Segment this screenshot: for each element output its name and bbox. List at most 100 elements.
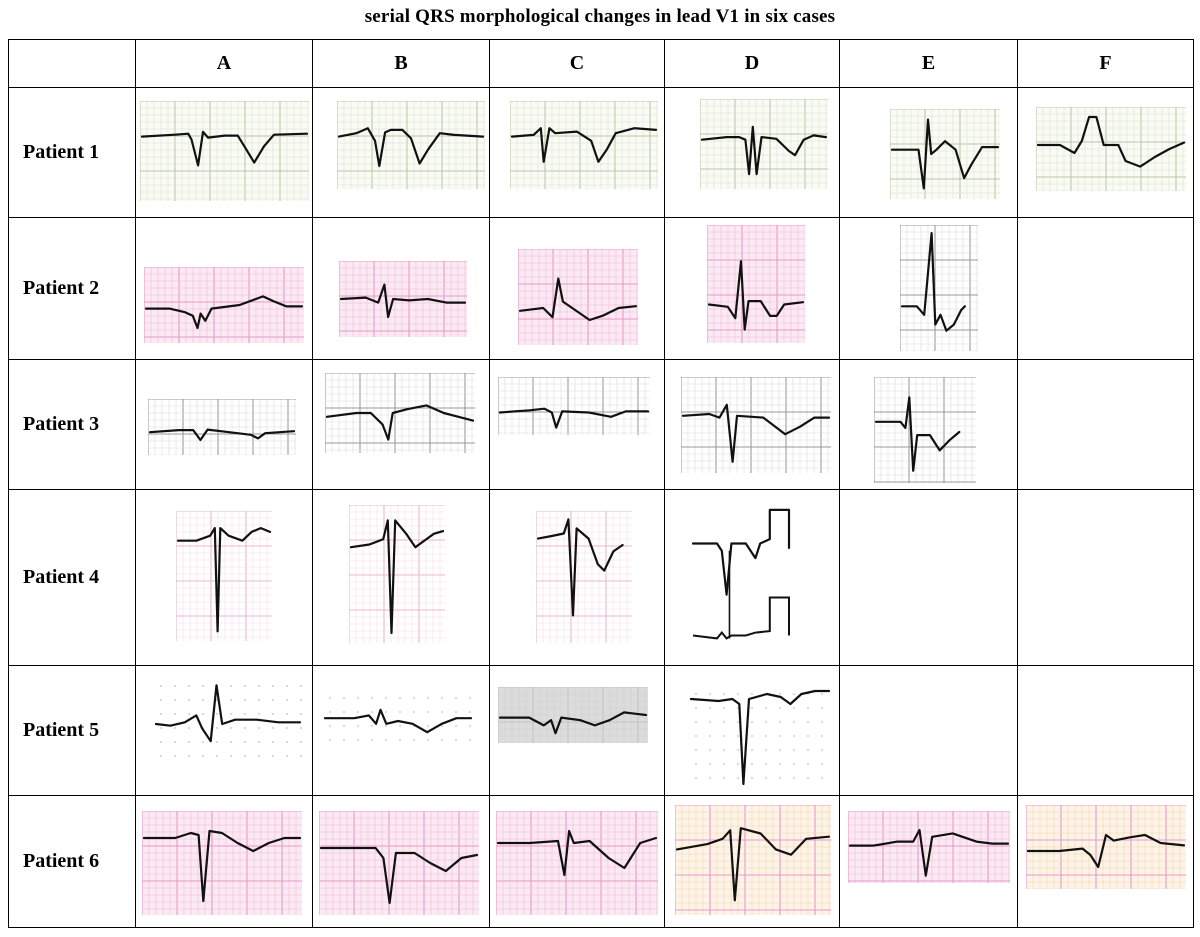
ecg-paper-background [510, 100, 658, 189]
patient-row: Patient 4 [8, 489, 1194, 666]
ecg-trace-line [518, 277, 638, 321]
corner-cell [8, 39, 136, 88]
ecg-trace-line [681, 403, 831, 463]
col-header-b: B [312, 39, 490, 88]
ecg-tracing-patient2-a [144, 266, 304, 343]
cell-patient3-d [664, 359, 840, 490]
cell-patient5-b [312, 665, 490, 796]
ecg-paper-background [337, 100, 485, 189]
ecg-tracing-patient2-c [518, 248, 638, 345]
ecg-paper-background [681, 376, 831, 473]
ecg-tracing-patient1-f [1036, 106, 1186, 191]
col-header-a: A [135, 39, 313, 88]
cell-patient1-b [312, 87, 490, 218]
cell-patient2-c [489, 217, 665, 360]
ecg-trace-line [498, 710, 648, 734]
ecg-trace-line [498, 407, 650, 429]
ecg-paper-background [689, 686, 831, 791]
ecg-trace-line [142, 829, 302, 902]
ecg-tracing-patient1-d [700, 98, 828, 189]
ecg-trace-line [337, 126, 485, 167]
ecg-trace-line [1036, 115, 1186, 168]
cell-patient1-f [1017, 87, 1194, 218]
cell-patient2-b [312, 217, 490, 360]
ecg-trace-line [900, 231, 967, 332]
col-header-f: F [1017, 39, 1194, 88]
ecg-tracing-patient4-d [691, 508, 791, 640]
ecg-trace-line [140, 130, 309, 167]
ecg-paper-background [890, 108, 1000, 199]
ecg-tracing-patient6-c [496, 810, 658, 915]
cell-patient4-c [489, 489, 665, 666]
ecg-tracing-patient4-c [536, 510, 632, 643]
ecg-tracing-patient5-a [154, 678, 302, 769]
ecg-trace-line [890, 118, 1000, 190]
ecg-tracing-patient1-c [510, 100, 658, 189]
cell-patient6-f [1017, 795, 1194, 928]
cell-patient4-e [839, 489, 1018, 666]
ecg-trace-line [176, 526, 272, 633]
ecg-trace-line [154, 683, 302, 742]
cell-patient6-e [839, 795, 1018, 928]
cell-patient5-f [1017, 665, 1194, 796]
patient-label: Patient 3 [8, 359, 136, 490]
cell-patient5-c [489, 665, 665, 796]
ecg-trace-line-lower [692, 596, 790, 640]
ecg-paper-background [140, 100, 309, 201]
patient-label: Patient 5 [8, 665, 136, 796]
ecg-trace-line [323, 708, 473, 733]
ecg-tracing-patient1-e [890, 108, 1000, 199]
ecg-paper-background [518, 248, 638, 345]
patient-row: Patient 2 [8, 217, 1194, 360]
cell-patient6-a [135, 795, 313, 928]
ecg-tracing-patient1-a [140, 100, 309, 201]
ecg-trace-line [144, 294, 304, 329]
ecg-tracing-patient3-c [498, 376, 650, 435]
cell-patient3-a [135, 359, 313, 490]
ecg-trace-line [848, 828, 1010, 877]
figure-title: serial QRS morphological changes in lead… [364, 6, 836, 27]
ecg-tracing-patient6-b [319, 810, 479, 915]
cell-patient2-e [839, 217, 1018, 360]
cell-patient6-b [312, 795, 490, 928]
ecg-tracing-patient4-b [349, 504, 445, 643]
ecg-tracing-patient5-b [323, 690, 473, 751]
ecg-trace-line [1026, 833, 1186, 868]
patient-label: Patient 4 [8, 489, 136, 666]
ecg-tracing-patient4-a [176, 510, 272, 641]
ecg-tracing-patient1-b [337, 100, 485, 189]
ecg-tracing-patient5-c [498, 686, 648, 743]
ecg-paper-background [349, 504, 445, 643]
cell-patient6-c [489, 795, 665, 928]
cell-patient3-f [1017, 359, 1194, 490]
patient-label: Patient 6 [8, 795, 136, 928]
ecg-tracing-patient6-a [142, 810, 302, 915]
ecg-trace-line [319, 846, 479, 904]
ecg-trace-line [700, 125, 828, 175]
ecg-tracing-patient3-e [874, 376, 976, 483]
header-row: A B C D E F [8, 39, 1194, 88]
cell-patient3-b [312, 359, 490, 490]
ecg-trace-line [691, 508, 791, 596]
ecg-tracing-patient3-d [681, 376, 831, 473]
ecg-paper-background [498, 376, 650, 435]
ecg-paper-background [675, 804, 831, 915]
ecg-trace-line [707, 259, 805, 331]
ecg-tracing-patient6-f [1026, 804, 1186, 889]
patient-row: Patient 3 [8, 359, 1194, 490]
ecg-tracing-patient2-e [900, 224, 978, 351]
cell-patient3-c [489, 359, 665, 490]
cell-patient4-b [312, 489, 490, 666]
ecg-tracing-patient6-d [675, 804, 831, 915]
cell-patient1-d [664, 87, 840, 218]
cell-patient2-d [664, 217, 840, 360]
cell-patient6-d [664, 795, 840, 928]
cell-patient2-f [1017, 217, 1194, 360]
cell-patient4-a [135, 489, 313, 666]
ecg-paper-background [874, 376, 976, 483]
ecg-tracing-patient6-e [848, 810, 1010, 883]
cell-patient4-d [664, 489, 840, 666]
col-header-d: D [664, 39, 840, 88]
cell-patient5-e [839, 665, 1018, 796]
